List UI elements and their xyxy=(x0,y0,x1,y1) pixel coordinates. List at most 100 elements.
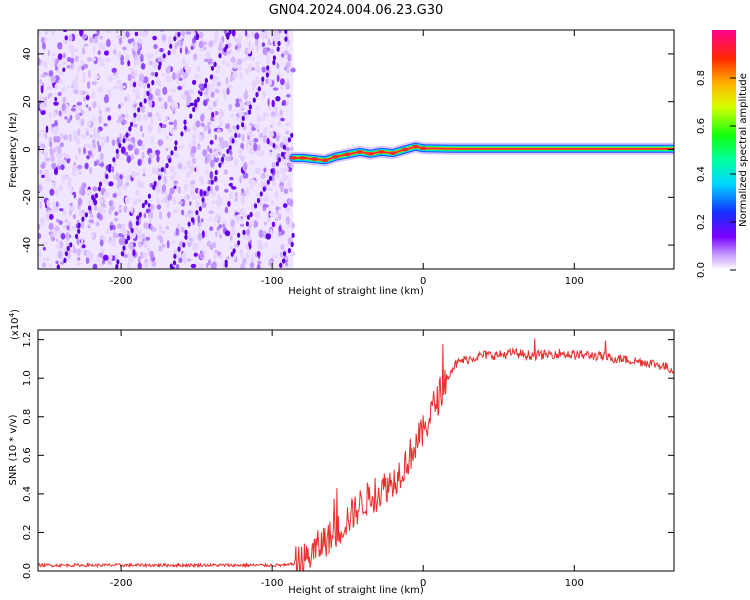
noise-cell xyxy=(118,237,125,245)
noise-cell xyxy=(271,99,275,108)
noise-cell xyxy=(65,221,72,226)
noise-cell xyxy=(82,72,86,79)
noise-streak-cell xyxy=(168,157,172,164)
noise-streak-cell xyxy=(158,61,162,67)
noise-cell xyxy=(57,158,63,167)
noise-cell xyxy=(153,44,158,50)
noise-streak-cell xyxy=(144,199,148,205)
noise-cell xyxy=(170,88,177,93)
noise-streak-cell xyxy=(231,138,235,144)
noise-cell xyxy=(62,96,67,104)
noise-cell xyxy=(217,193,220,200)
noise-cell xyxy=(275,170,280,178)
noise-cell xyxy=(113,225,116,231)
noise-cell xyxy=(174,42,178,50)
noise-cell xyxy=(284,66,288,71)
noise-cell xyxy=(80,187,86,196)
spectrogram-y-tick-label: 20 xyxy=(22,95,33,108)
noise-cell xyxy=(112,193,117,198)
noise-cell xyxy=(132,88,136,94)
noise-cell xyxy=(270,124,273,128)
noise-cell xyxy=(237,214,241,221)
signal-peak-cell xyxy=(344,152,352,157)
noise-cell xyxy=(226,87,230,96)
noise-cell xyxy=(285,61,291,69)
noise-streak-cell xyxy=(56,264,60,269)
noise-cell xyxy=(49,125,53,134)
noise-cell xyxy=(228,103,233,111)
noise-cell xyxy=(98,87,103,93)
snr-y-tick-label: 0.6 xyxy=(22,447,33,463)
noise-cell xyxy=(126,94,130,102)
noise-cell xyxy=(234,45,238,50)
noise-streak-cell xyxy=(112,157,116,163)
noise-cell xyxy=(63,225,67,230)
noise-cell xyxy=(232,71,238,80)
signal-peak-cell xyxy=(401,147,409,152)
noise-cell xyxy=(119,133,123,141)
noise-cell xyxy=(256,115,262,123)
noise-cell xyxy=(194,73,199,79)
noise-cell xyxy=(255,61,260,67)
noise-streak-cell xyxy=(77,228,81,234)
noise-streak-cell xyxy=(234,132,238,138)
noise-cell xyxy=(157,139,164,147)
noise-cell xyxy=(132,81,137,88)
noise-cell xyxy=(274,33,280,42)
noise-cell xyxy=(261,42,266,48)
noise-streak-cell xyxy=(242,229,246,235)
noise-cell xyxy=(280,244,285,251)
noise-cell xyxy=(110,221,114,226)
noise-cell xyxy=(214,185,219,192)
noise-streak-cell xyxy=(272,59,276,66)
noise-cell xyxy=(48,222,54,231)
noise-cell xyxy=(83,96,86,102)
noise-cell xyxy=(266,216,270,221)
noise-cell xyxy=(88,150,92,156)
noise-cell xyxy=(88,222,93,228)
noise-cell xyxy=(58,43,63,50)
noise-streak-cell xyxy=(169,263,173,269)
noise-cell xyxy=(267,42,273,46)
noise-cell xyxy=(234,197,238,202)
noise-cell xyxy=(50,150,55,159)
noise-cell xyxy=(196,65,201,73)
noise-cell xyxy=(148,60,153,66)
noise-cell xyxy=(51,181,56,190)
noise-cell xyxy=(164,101,168,110)
noise-cell xyxy=(83,43,89,47)
noise-cell xyxy=(276,75,280,82)
noise-streak-cell xyxy=(241,115,245,121)
noise-cell xyxy=(115,30,119,34)
noise-cell xyxy=(43,151,48,158)
noise-cell xyxy=(251,127,256,131)
noise-cell xyxy=(184,46,188,55)
noise-streak-cell xyxy=(152,184,156,191)
noise-cell xyxy=(238,154,243,159)
noise-cell xyxy=(175,103,179,109)
noise-cell xyxy=(255,39,259,47)
noise-cell xyxy=(206,93,209,100)
snr-y-tick-label: 0.8 xyxy=(22,409,33,425)
noise-cell xyxy=(206,158,210,163)
noise-streak-cell xyxy=(88,205,92,211)
noise-cell xyxy=(52,110,56,118)
noise-cell xyxy=(267,187,273,192)
noise-cell xyxy=(247,48,252,54)
colorbar-tick-label: 0.6 xyxy=(696,118,707,134)
noise-cell xyxy=(195,165,199,173)
noise-cell xyxy=(235,98,240,104)
noise-cell xyxy=(140,54,144,63)
noise-cell xyxy=(109,236,112,242)
noise-cell xyxy=(269,212,275,218)
noise-cell xyxy=(132,50,136,56)
noise-cell xyxy=(62,209,67,216)
noise-cell xyxy=(254,124,260,129)
noise-cell xyxy=(224,206,229,214)
noise-cell xyxy=(95,221,100,227)
noise-streak-cell xyxy=(162,53,166,59)
noise-cell xyxy=(54,97,57,102)
noise-cell xyxy=(287,178,291,183)
noise-cell xyxy=(271,221,276,228)
noise-streak-cell xyxy=(183,119,187,125)
